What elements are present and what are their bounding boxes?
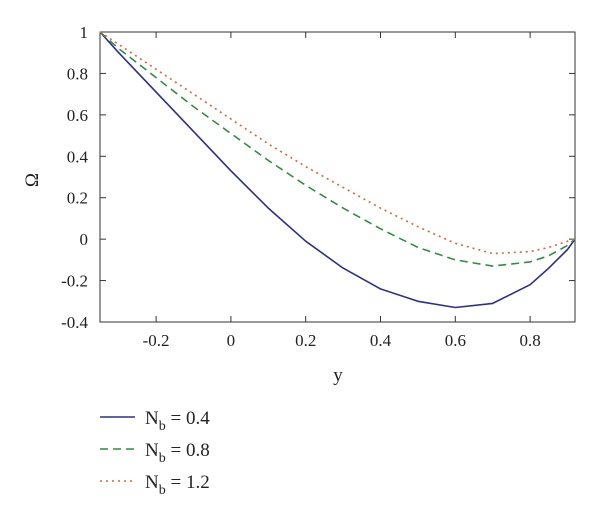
x-tick-label: 0 xyxy=(227,331,236,350)
legend: Nb = 0.4 Nb = 0.8 Nb = 1.2 xyxy=(100,408,210,498)
x-tick-label: 0.8 xyxy=(519,331,540,350)
y-tick-label: 0.4 xyxy=(67,147,89,166)
plot-frame xyxy=(99,31,576,323)
y-tick-label: 0 xyxy=(80,230,89,249)
y-axis-ticks: -0.4 -0.2 0 0.2 0.4 0.6 0.8 1 xyxy=(61,23,575,332)
x-axis-label: y xyxy=(333,365,343,386)
x-tick-label: 0.2 xyxy=(295,331,316,350)
x-tick-label: 0.6 xyxy=(445,331,466,350)
y-tick-label: 0.2 xyxy=(67,189,88,208)
series-line-2 xyxy=(99,31,576,267)
y-tick-label: 1 xyxy=(80,23,89,42)
y-tick-label: -0.4 xyxy=(61,313,88,332)
x-axis-ticks: -0.2 0 0.2 0.4 0.6 0.8 xyxy=(143,32,541,350)
y-axis-label: Ω xyxy=(22,173,43,187)
legend-label-3: Nb = 1.2 xyxy=(145,472,210,498)
y-tick-label: 0.6 xyxy=(67,106,88,125)
series-line-1 xyxy=(99,31,576,309)
y-tick-label: -0.2 xyxy=(61,272,88,291)
legend-label-2: Nb = 0.8 xyxy=(145,440,210,466)
x-tick-label: -0.2 xyxy=(143,331,170,350)
y-tick-label: 0.8 xyxy=(67,64,88,83)
x-tick-label: 0.4 xyxy=(370,331,392,350)
series-line-3 xyxy=(99,31,576,255)
series-lines xyxy=(99,31,576,309)
legend-label-1: Nb = 0.4 xyxy=(145,408,210,434)
